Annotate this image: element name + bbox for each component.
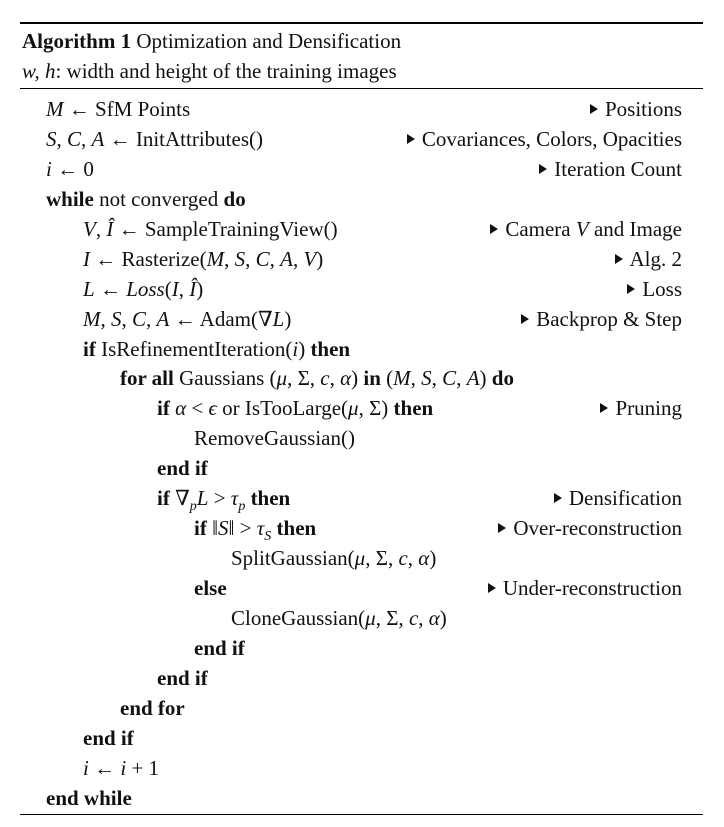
comment-triangle-icon	[553, 493, 562, 504]
algorithm-line: end for	[0, 694, 724, 724]
line-code: S, C, A ← InitAttributes()	[46, 126, 263, 151]
line-code: I ← Rasterize(M, S, C, A, V)	[83, 246, 324, 271]
algorithm-line: for all Gaussians (μ, Σ, c, α) in (M, S,…	[0, 364, 724, 394]
line-comment: Positions	[589, 95, 682, 125]
line-comment: Pruning	[600, 394, 682, 424]
algorithm-line: I ← Rasterize(M, S, C, A, V) Alg. 2	[0, 245, 724, 275]
line-comment: Camera V and Image	[490, 215, 682, 245]
line-comment: Over-reconstruction	[498, 514, 682, 544]
algorithm-line: V, Î ← SampleTrainingView() Camera V and …	[0, 215, 724, 245]
line-code: if α < ϵ or IsTooLarge(μ, Σ) then	[157, 396, 434, 421]
line-code: M ← SfM Points	[46, 97, 191, 121]
comment-text: Camera V and Image	[505, 216, 682, 241]
line-code: M, S, C, A ← Adam(∇L)	[83, 306, 292, 331]
comment-triangle-icon	[600, 403, 609, 414]
algorithm-caption: Algorithm 1 Optimization and Densificati…	[22, 26, 702, 56]
line-code: SplitGaussian(μ, Σ, c, α)	[231, 546, 437, 571]
bottom-rule	[20, 814, 703, 815]
algorithm-line: if ‖S‖ > τS then Over-reconstruction	[0, 514, 724, 544]
algorithm-line: end if	[0, 454, 724, 484]
comment-text: Densification	[568, 486, 682, 511]
input-desc: : width and height of the training image…	[55, 59, 397, 83]
comment-text: Positions	[604, 97, 682, 121]
line-code: if IsRefinementIteration(i) then	[83, 336, 351, 361]
comment-triangle-icon	[498, 523, 507, 534]
algorithm-line: S, C, A ← InitAttributes() Covariances, C…	[0, 125, 724, 155]
line-code: i ← i + 1	[83, 755, 160, 780]
algorithm-line: end while	[0, 784, 724, 814]
top-rule	[20, 22, 703, 24]
comment-text: Over-reconstruction	[513, 516, 682, 541]
algorithm-line: CloneGaussian(μ, Σ, c, α)	[0, 604, 724, 634]
line-code: end if	[83, 725, 134, 750]
line-comment: Densification	[553, 484, 682, 514]
comment-text: Backprop & Step	[536, 306, 682, 331]
algorithm-line: if α < ϵ or IsTooLarge(μ, Σ) then Pruning	[0, 394, 724, 424]
comment-triangle-icon	[406, 133, 415, 144]
comment-triangle-icon	[539, 163, 548, 174]
header-rule	[20, 88, 703, 89]
algorithm-line: end if	[0, 724, 724, 754]
algorithm-line: end if	[0, 634, 724, 664]
line-code: CloneGaussian(μ, Σ, c, α)	[231, 605, 447, 630]
comment-text: Alg. 2	[629, 246, 683, 271]
algorithm-line: if IsRefinementIteration(i) then	[0, 335, 724, 365]
algorithm-line: i ← i + 1	[0, 754, 724, 784]
algorithm-line: L ← Loss(I, Î) Loss	[0, 275, 724, 305]
line-comment: Covariances, Colors, Opacities	[406, 125, 682, 155]
algorithm-input: w, h: width and height of the training i…	[22, 56, 702, 86]
line-code: end while	[46, 785, 132, 810]
line-code: end for	[120, 695, 185, 720]
comment-triangle-icon	[589, 104, 598, 114]
comment-triangle-icon	[487, 583, 496, 593]
line-code: if ‖S‖ > τS then	[194, 516, 317, 545]
line-code: V, Î ← SampleTrainingView()	[83, 216, 338, 241]
comment-triangle-icon	[614, 253, 623, 264]
line-code: end if	[157, 665, 208, 690]
line-comment: Under-reconstruction	[487, 574, 682, 604]
algorithm-body: M ← SfM Points Positions S, C, A ← InitAtt…	[0, 95, 724, 814]
algorithm-line: end if	[0, 664, 724, 694]
line-comment: Backprop & Step	[521, 305, 682, 335]
line-code: end if	[194, 635, 245, 660]
algorithm-line: M, S, C, A ← Adam(∇L) Backprop & Step	[0, 305, 724, 335]
line-code: i ← 0	[46, 156, 94, 181]
line-code: end if	[157, 456, 208, 481]
comment-triangle-icon	[490, 223, 499, 234]
algorithm-line: SplitGaussian(μ, Σ, c, α)	[0, 544, 724, 574]
comment-text: Covariances, Colors, Opacities	[421, 126, 682, 151]
algorithm-line: if ∇pL > τp then Densification	[0, 484, 724, 514]
input-vars: w, h	[22, 59, 56, 83]
algorithm-line: RemoveGaussian()	[0, 424, 724, 454]
algorithm-label: Algorithm 1	[22, 29, 132, 53]
algorithm-title: Optimization and Densification	[136, 29, 402, 53]
algorithm-line: while not converged do	[0, 185, 724, 215]
comment-triangle-icon	[627, 283, 636, 294]
line-code: else	[194, 576, 227, 600]
comment-text: Under-reconstruction	[502, 576, 682, 600]
algorithm-line: i ← 0 Iteration Count	[0, 155, 724, 185]
line-code: if ∇pL > τp then	[157, 486, 291, 515]
comment-text: Iteration Count	[554, 156, 682, 181]
line-code: while not converged do	[46, 186, 246, 211]
comment-text: Loss	[642, 276, 682, 301]
algorithm-line: M ← SfM Points Positions	[0, 95, 724, 125]
line-comment: Alg. 2	[614, 245, 683, 275]
line-comment: Iteration Count	[539, 155, 682, 185]
algorithm-line: else Under-reconstruction	[0, 574, 724, 604]
line-code: RemoveGaussian()	[194, 426, 355, 451]
line-code: for all Gaussians (μ, Σ, c, α) in (M, S,…	[120, 366, 514, 391]
comment-text: Pruning	[615, 396, 682, 421]
line-comment: Loss	[627, 275, 682, 305]
algorithm-header: Algorithm 1 Optimization and Densificati…	[22, 26, 702, 86]
comment-triangle-icon	[521, 313, 530, 324]
line-code: L ← Loss(I, Î)	[83, 276, 204, 301]
